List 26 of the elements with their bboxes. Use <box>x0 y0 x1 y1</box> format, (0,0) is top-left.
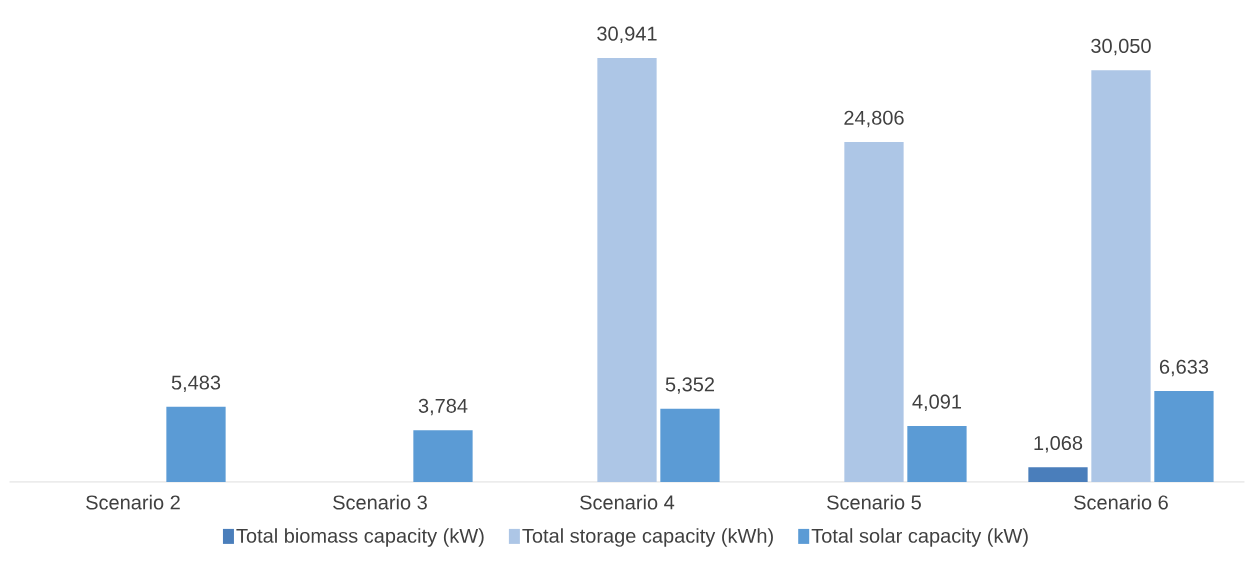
data-label: 1,068 <box>1034 435 1083 453</box>
bar <box>413 430 473 482</box>
data-label: 3,784 <box>418 398 468 416</box>
data-label: 30,941 <box>597 26 657 44</box>
bar <box>660 408 720 482</box>
bar <box>1154 391 1214 482</box>
legend-label: Total storage capacity (kWh) <box>522 528 773 547</box>
data-label: 5,483 <box>171 375 221 392</box>
x-tick-label: Scenario 3 <box>333 494 427 510</box>
bar <box>844 142 904 482</box>
x-tick-label: Scenario 4 <box>580 494 675 510</box>
data-label: 24,806 <box>844 110 904 128</box>
data-label: 6,633 <box>1159 359 1209 377</box>
data-label: 5,352 <box>665 377 714 394</box>
x-tick-label: Scenario 5 <box>827 494 921 510</box>
data-label: 30,050 <box>1091 38 1151 56</box>
data-label: 4,091 <box>912 394 962 412</box>
legend-label: Total biomass capacity (kW) <box>236 528 484 547</box>
bar <box>907 425 967 482</box>
bar <box>166 406 226 482</box>
legend-label: Total solar capacity (kW) <box>811 528 1028 547</box>
bar <box>597 57 657 482</box>
x-tick-label: Scenario 2 <box>86 494 180 510</box>
x-tick-label: Scenario 6 <box>1074 494 1168 510</box>
bar <box>1091 70 1151 482</box>
bar <box>1028 467 1088 482</box>
